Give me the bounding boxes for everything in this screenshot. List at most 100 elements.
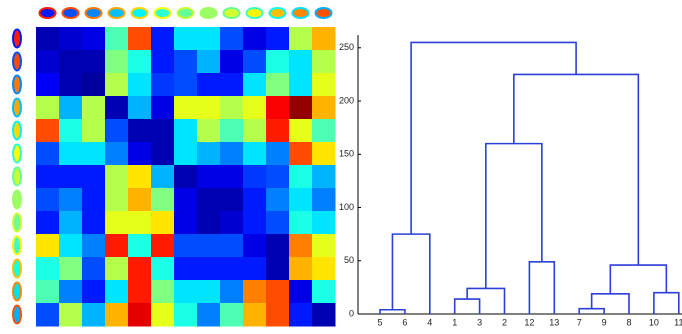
heatmap-cell: [174, 96, 198, 120]
heatmap-cell: [174, 188, 198, 212]
heatmap-cell: [197, 96, 221, 120]
thumbnail: [245, 7, 264, 19]
heatmap-cell: [151, 188, 175, 212]
heatmap-cell: [151, 211, 175, 235]
dendrogram-link: [379, 308, 406, 314]
y-tick-label: 50: [344, 255, 354, 265]
thumbnail: [222, 7, 241, 19]
dendrogram-link: [466, 287, 506, 314]
thumbnail: [12, 258, 22, 279]
heatmap-cell: [312, 211, 336, 235]
heatmap-cell: [266, 27, 290, 51]
leaf-label: 1: [452, 317, 457, 327]
heatmap-cell: [197, 119, 221, 143]
heatmap-cell: [36, 119, 60, 143]
thumbnail: [61, 7, 80, 19]
heatmap-cell: [312, 73, 336, 97]
dendrogram-link: [391, 233, 431, 314]
heatmap-cell: [312, 257, 336, 281]
heatmap-cell: [82, 165, 106, 189]
heatmap-cell: [197, 50, 221, 74]
heatmap-cell: [36, 303, 60, 327]
heatmap-cell: [128, 211, 152, 235]
heatmap-cell: [128, 119, 152, 143]
heatmap-cell: [128, 257, 152, 281]
heatmap-cell: [243, 303, 267, 327]
heatmap-cell: [243, 119, 267, 143]
heatmap-cell: [82, 257, 106, 281]
thumbnail: [314, 7, 333, 19]
heatmap-cell: [220, 96, 244, 120]
thumbnail: [12, 281, 22, 302]
heatmap-cell: [128, 50, 152, 74]
heatmap-cell: [197, 234, 221, 258]
heatmap-cell: [128, 73, 152, 97]
heatmap-cell: [36, 257, 60, 281]
thumbnail: [12, 143, 22, 164]
heatmap-cell: [59, 27, 83, 51]
heatmap-cell: [151, 257, 175, 281]
heatmap-cell: [151, 165, 175, 189]
heatmap-cell: [174, 142, 198, 166]
dendrogram-link: [609, 264, 668, 294]
heatmap-cell: [36, 280, 60, 304]
heatmap-cell: [174, 211, 198, 235]
leaf-label: 7: [577, 317, 582, 327]
y-tick-label: 0: [349, 308, 354, 318]
thumbnail: [12, 51, 22, 72]
heatmap-cell: [289, 73, 313, 97]
heatmap-cell: [151, 50, 175, 74]
thumbnail: [12, 235, 22, 256]
heatmap-cell: [59, 96, 83, 120]
leaf-label: 4: [427, 317, 432, 327]
heatmap-cell: [220, 303, 244, 327]
leaf-label: 11: [674, 317, 682, 327]
heatmap-cell: [312, 142, 336, 166]
thumbnail: [107, 7, 126, 19]
heatmap-cell: [289, 50, 313, 74]
dendrogram-link: [528, 261, 556, 314]
heatmap-cell: [312, 50, 336, 74]
leaf-label: 5: [377, 317, 382, 327]
heatmap-cell: [82, 27, 106, 51]
heatmap-cell: [289, 211, 313, 235]
heatmap-cell: [59, 211, 83, 235]
heatmap-cell: [289, 96, 313, 120]
thumbnail: [12, 120, 22, 141]
heatmap-cell: [197, 188, 221, 212]
leaf-label: 3: [477, 317, 482, 327]
heatmap-cell: [220, 165, 244, 189]
heatmap-cell: [197, 27, 221, 51]
leaf-label: 8: [626, 317, 631, 327]
heatmap-cell: [59, 188, 83, 212]
heatmap-cell: [105, 211, 129, 235]
heatmap-cell: [266, 257, 290, 281]
heatmap-cell: [289, 165, 313, 189]
heatmap-cell: [220, 280, 244, 304]
heatmap-cell: [105, 50, 129, 74]
heatmap-cell: [174, 257, 198, 281]
heatmap-cell: [128, 303, 152, 327]
heatmap-cell: [174, 73, 198, 97]
y-tick-label: 150: [339, 149, 354, 159]
heatmap-cell: [105, 280, 129, 304]
heatmap-cell: [243, 27, 267, 51]
heatmap-cell: [220, 188, 244, 212]
heatmap-cell: [266, 50, 290, 74]
heatmap-cell: [36, 211, 60, 235]
heatmap-cell: [312, 303, 336, 327]
heatmap-cell: [174, 119, 198, 143]
heatmap-cell: [220, 50, 244, 74]
leaf-label: 13: [549, 317, 559, 327]
thumbnail: [38, 7, 57, 19]
heatmap-cell: [197, 257, 221, 281]
thumbnail: [12, 97, 22, 118]
heatmap-cell: [151, 142, 175, 166]
heatmap-cell: [312, 96, 336, 120]
leaf-label: 6: [402, 317, 407, 327]
leaf-label: 2: [502, 317, 507, 327]
heatmap-cell: [266, 280, 290, 304]
heatmap-cell: [243, 96, 267, 120]
heatmap-cell: [128, 27, 152, 51]
dendrogram-link: [653, 291, 680, 314]
